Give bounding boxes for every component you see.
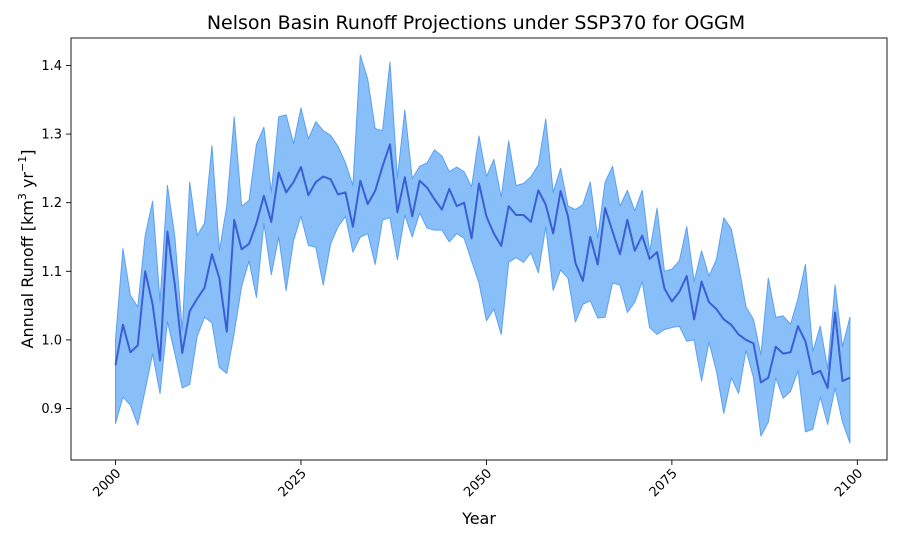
y-axis-label: Annual Runoff [km3 yr−1] — [16, 150, 37, 349]
x-axis: 2000 2025 2050 2075 2100 — [90, 460, 866, 500]
y-label-suffix: ] — [18, 150, 37, 156]
mean-runoff-line — [114, 143, 851, 389]
plot-area — [114, 54, 851, 444]
x-tick-label: 2050 — [461, 466, 495, 500]
x-tick-label: 2000 — [90, 466, 124, 500]
y-label-prefix: Annual Runoff [km — [18, 200, 37, 348]
x-tick-label: 2075 — [647, 466, 681, 500]
y-tick-label: 1.1 — [41, 265, 62, 280]
x-tick-label: 2100 — [832, 466, 866, 500]
y-label-sup-3: 3 — [16, 193, 29, 200]
x-tick-label: 2025 — [276, 466, 310, 500]
uncertainty-band — [115, 54, 851, 444]
y-tick-label: 0.9 — [41, 402, 62, 417]
y-tick-label: 1.4 — [41, 59, 62, 74]
y-label-sup-neg1: −1 — [16, 156, 29, 172]
y-axis: 0.9 1.0 1.1 1.2 1.3 1.4 — [41, 59, 71, 417]
y-tick-label: 1.2 — [41, 196, 62, 211]
chart-title: Nelson Basin Runoff Projections under SS… — [207, 12, 745, 34]
x-axis-label: Year — [461, 509, 496, 528]
y-tick-label: 1.3 — [41, 128, 62, 143]
y-label-middle: yr — [18, 172, 37, 194]
y-tick-label: 1.0 — [41, 333, 62, 348]
plot-frame — [70, 37, 888, 461]
